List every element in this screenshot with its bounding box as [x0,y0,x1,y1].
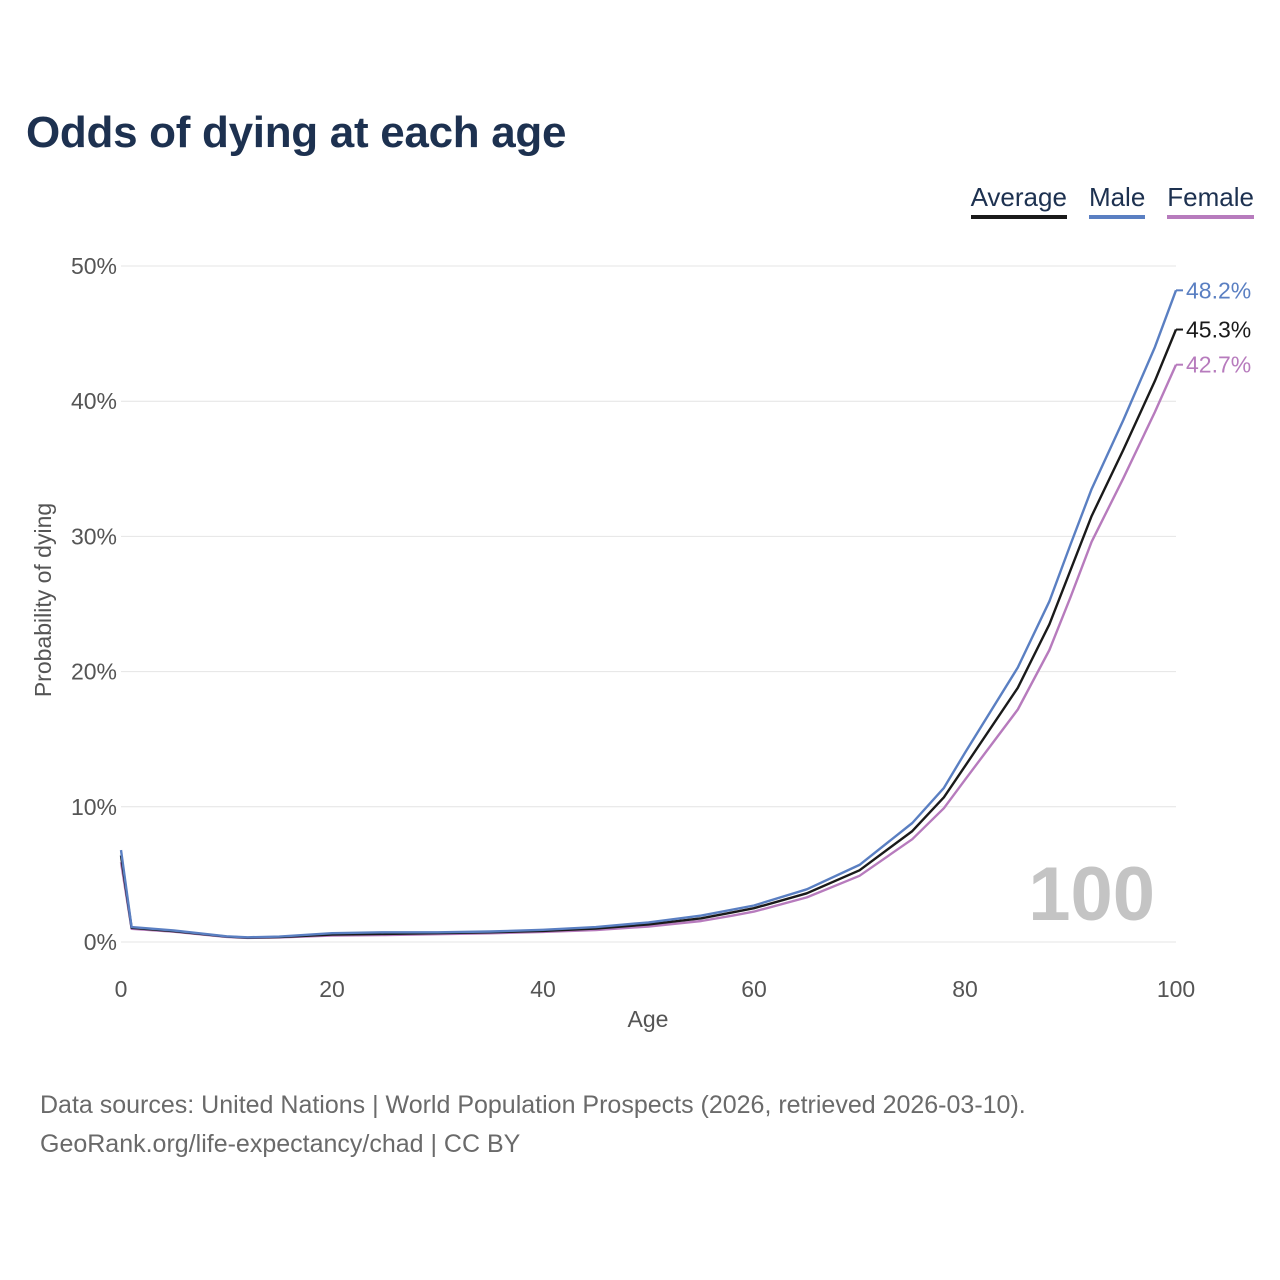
x-tick-label: 100 [1157,976,1195,1002]
end-label-male: 48.2% [1186,277,1251,303]
x-tick-label: 20 [319,976,345,1002]
series-line-average[interactable] [119,329,1178,939]
x-tick-label: 60 [741,976,767,1002]
x-axis-label: Age [628,1006,669,1032]
end-label-average: 45.3% [1186,317,1251,343]
y-tick-label: 10% [71,794,117,820]
series-line-male[interactable] [119,289,1178,939]
y-tick-label: 0% [84,929,117,955]
mortality-line-chart: 0% 10% 20% 30% 40% 50% 0 20 40 60 80 100 100 45.3%… [30,253,1251,1032]
y-tick-label: 40% [71,388,117,414]
year-watermark: 100 [1028,852,1155,937]
y-tick-label: 30% [71,523,117,549]
x-axis-ticks: 0 20 40 60 80 100 [115,976,1196,1002]
y-axis-label: Probability of dying [30,503,56,697]
footer-sources: Data sources: United Nations | World Pop… [40,1091,1026,1119]
series-lines [119,289,1178,940]
y-tick-label: 50% [71,253,117,279]
legend-item-female[interactable]: Female [1167,182,1254,219]
y-tick-label: 20% [71,659,117,685]
footer-link[interactable]: GeoRank.org/life-expectancy/chad | CC BY [40,1130,521,1158]
legend-item-average[interactable]: Average [970,182,1067,219]
legend-item-male[interactable]: Male [1088,182,1146,219]
x-tick-label: 80 [952,976,978,1002]
x-tick-label: 40 [530,976,556,1002]
x-tick-label: 0 [115,976,128,1002]
gridlines [121,265,1176,943]
series-line-female[interactable] [119,364,1178,940]
footer: Data sources: United Nations | World Pop… [40,1086,1026,1164]
y-axis-ticks: 0% 10% 20% 30% 40% 50% [71,253,117,955]
chart-legend: Average Male Female [970,182,1254,219]
end-label-female: 42.7% [1186,352,1251,378]
page-title: Odds of dying at each age [26,108,567,157]
end-labels: 45.3% 48.2% 42.7% [1176,277,1251,378]
